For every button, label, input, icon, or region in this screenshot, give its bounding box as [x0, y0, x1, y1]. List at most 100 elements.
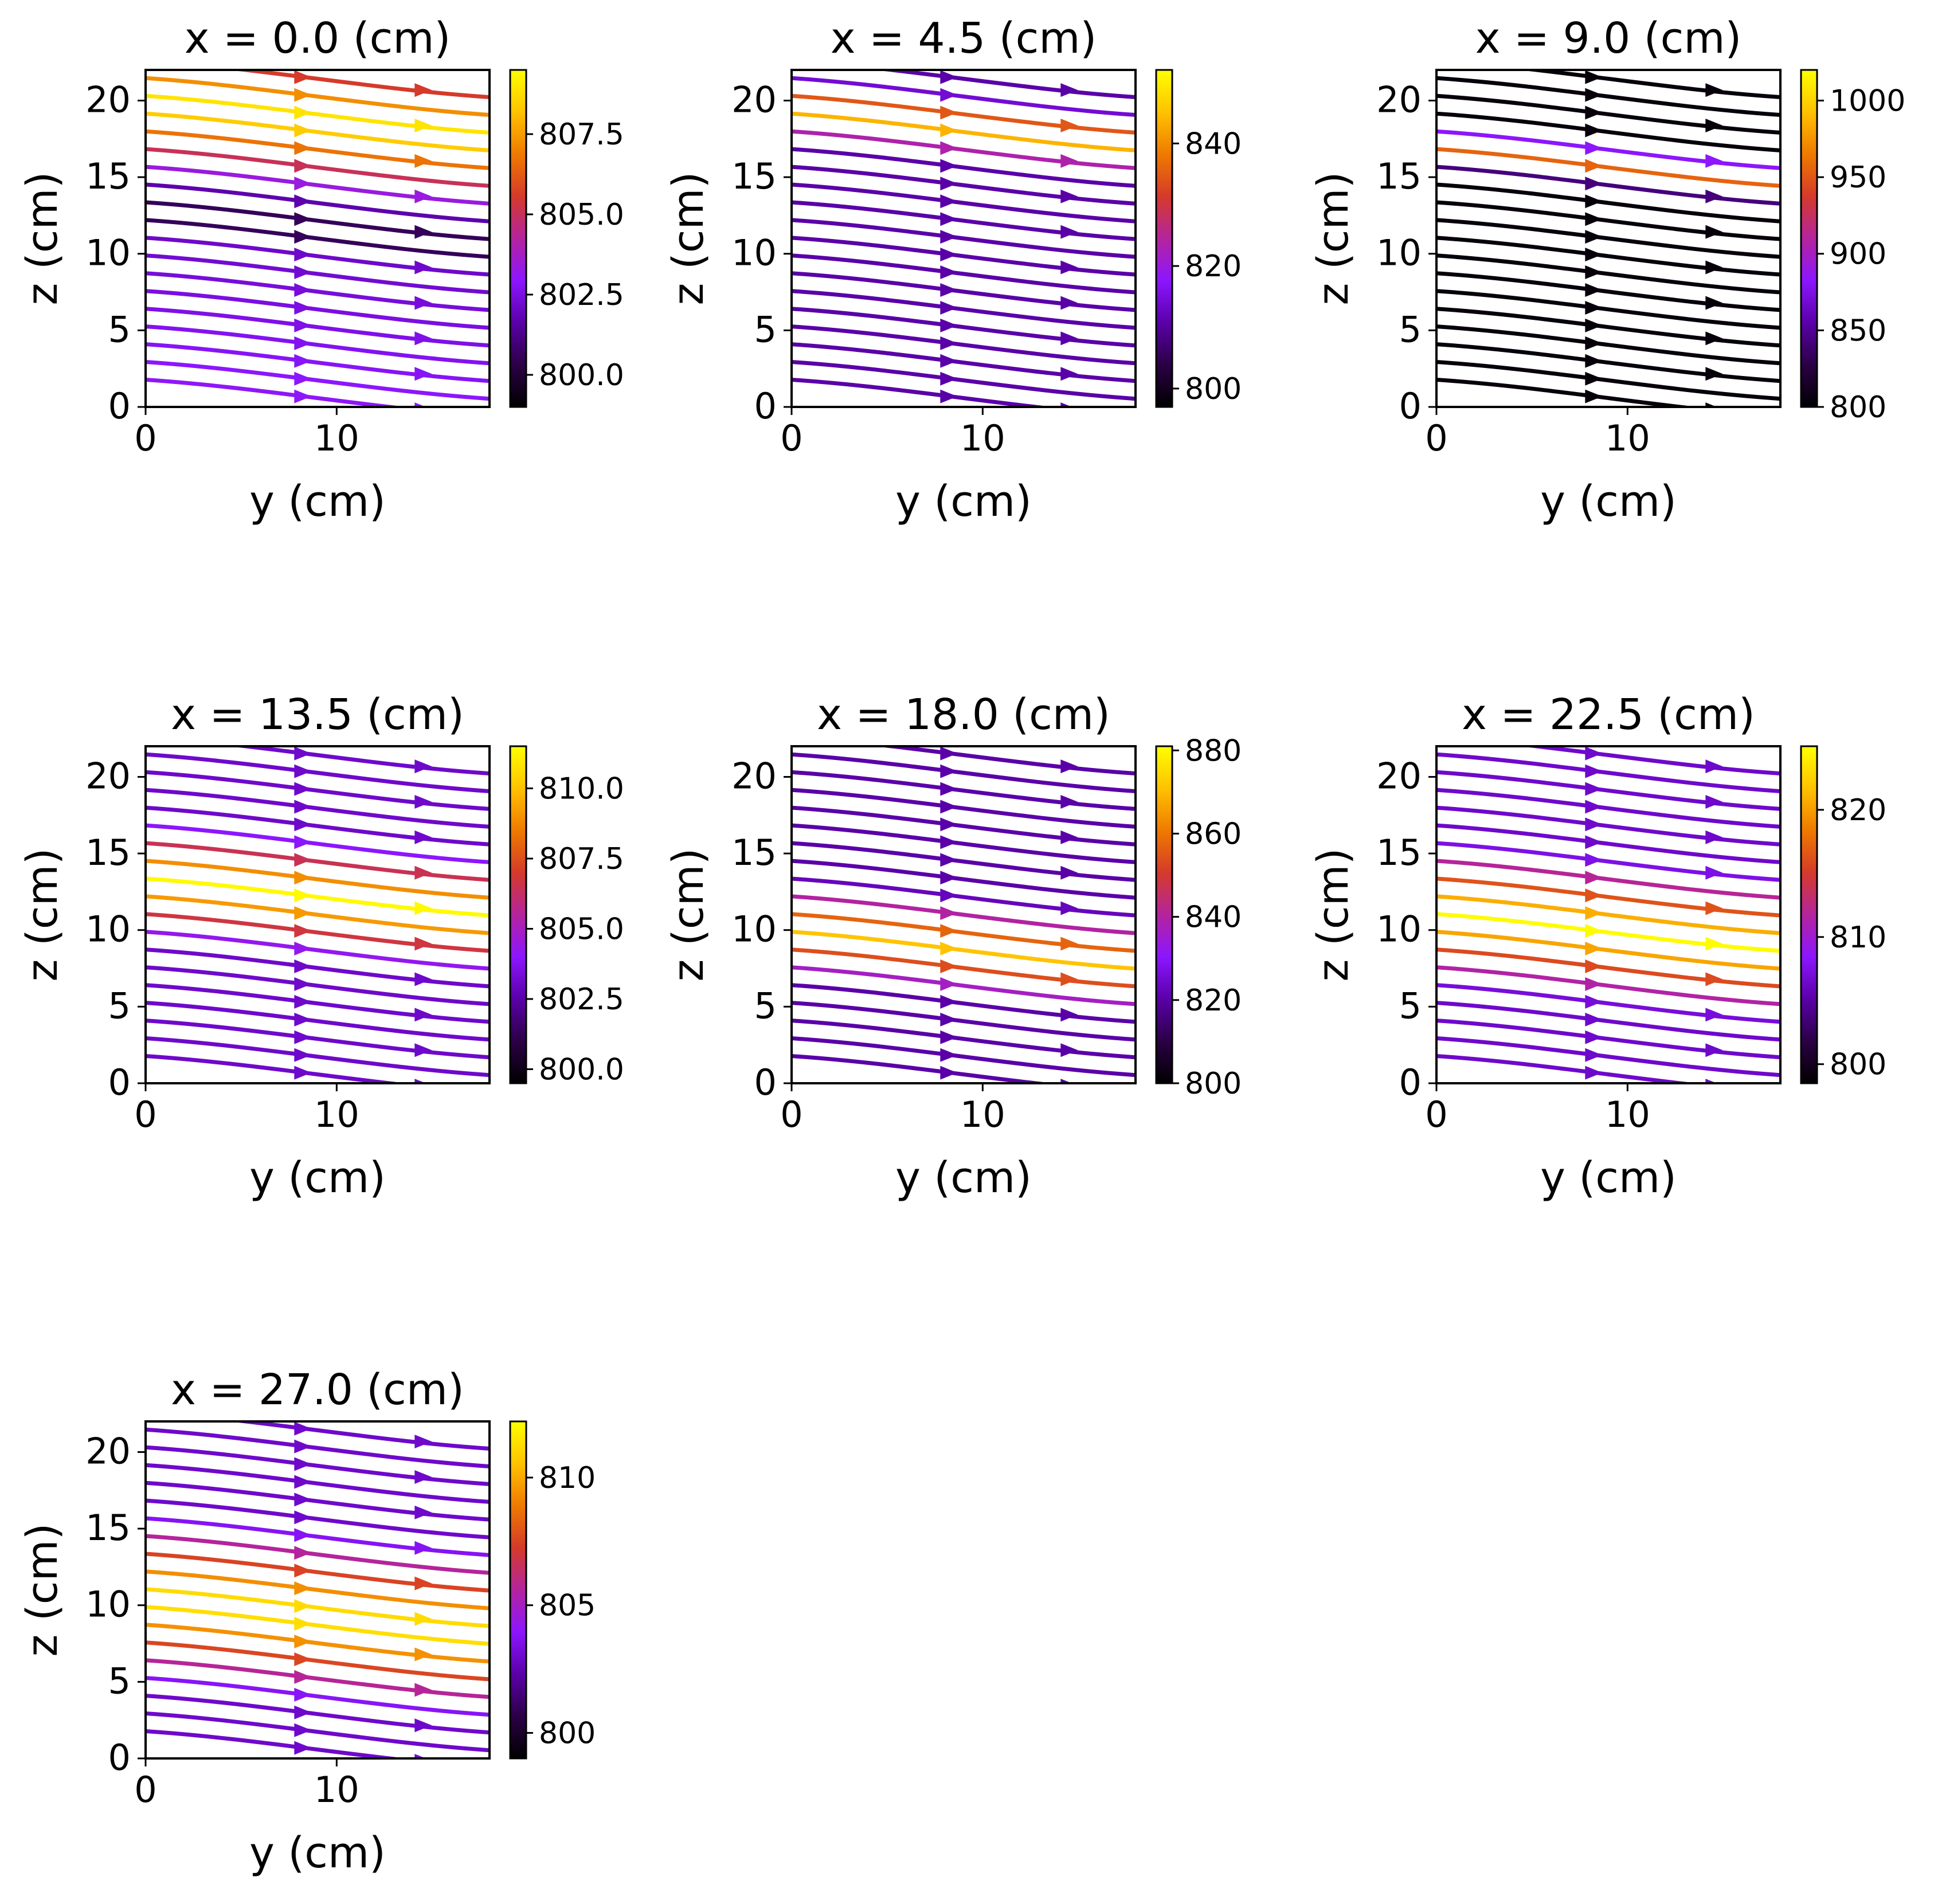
y-tick-label: 15 [85, 1507, 131, 1549]
streamline-arrow [1705, 225, 1723, 239]
colorbar-tick-label: 805.0 [539, 912, 624, 947]
y-tick-label: 5 [108, 308, 131, 350]
streamline [146, 1498, 490, 1539]
colorbar-tick-label: 860 [1185, 817, 1242, 851]
streamline-arrow [1060, 225, 1078, 239]
streamline [1436, 983, 1780, 1024]
streamline-arrow [1585, 212, 1603, 226]
y-axis-label: z (cm) [664, 848, 713, 982]
streamline [1436, 200, 1780, 241]
streamline-arrow [1585, 141, 1603, 155]
y-tick-label: 5 [754, 308, 777, 350]
streamline-arrow [1585, 746, 1603, 761]
streamline [1436, 841, 1780, 882]
streamline [1436, 164, 1780, 206]
streamline-arrow [1060, 367, 1078, 381]
streamline-arrow [294, 817, 312, 832]
streamline-arrow [1060, 189, 1078, 203]
x-tick-label: 0 [134, 417, 156, 459]
streamline-arrow [1060, 83, 1078, 97]
streamline [1436, 218, 1780, 259]
colorbar-tick-label: 850 [1830, 314, 1886, 348]
streamline-arrow [1060, 331, 1078, 346]
streamline-arrow [414, 1505, 432, 1519]
streamline-arrow [940, 906, 958, 920]
streamline-arrow [1585, 888, 1603, 903]
streamline-arrow [1705, 367, 1723, 381]
streamline-arrow [1585, 942, 1603, 956]
streamline [146, 859, 490, 900]
streamline [1436, 253, 1780, 295]
streamline [792, 147, 1136, 188]
streamline [792, 236, 1136, 277]
streamline [146, 378, 408, 407]
streamline [146, 1658, 490, 1699]
streamline [792, 129, 1136, 170]
streamline [792, 342, 1136, 383]
streamline [1436, 823, 1780, 864]
streamline-arrow [414, 402, 426, 407]
streamline-arrow [414, 794, 432, 809]
streamline-arrow [1585, 924, 1603, 938]
streamlines [792, 70, 1136, 407]
streamline [792, 1036, 1136, 1078]
streamline-arrow [414, 1435, 432, 1449]
streamline-arrow [940, 1030, 958, 1044]
streamline [792, 770, 1136, 811]
streamline [146, 307, 490, 348]
streamline [792, 823, 1136, 864]
panel-title: x = 0.0 (cm) [185, 14, 451, 63]
streamline [792, 111, 1136, 152]
colorbar-tick-label: 840 [1185, 127, 1242, 161]
panel-title: x = 4.5 (cm) [831, 14, 1097, 63]
x-axis-label: y (cm) [249, 1828, 386, 1878]
colorbar-tick-label: 805 [539, 1589, 596, 1623]
colorbar: 800.0 802.5 805.0 807.5 [509, 69, 624, 408]
streamline-arrow [294, 141, 312, 155]
colorbar-tick-label: 900 [1830, 237, 1886, 272]
streamline [146, 182, 490, 224]
streamline [1436, 324, 1780, 366]
streamline [792, 378, 1054, 407]
x-tick-label: 10 [314, 1769, 359, 1811]
streamline [146, 823, 490, 864]
streamline [146, 1587, 490, 1628]
streamline-arrow [294, 906, 312, 920]
streamline-arrow [940, 764, 958, 778]
y-tick-label: 10 [1376, 908, 1422, 950]
panel-title: x = 13.5 (cm) [171, 690, 464, 739]
panel-title: x = 9.0 (cm) [1475, 14, 1742, 63]
y-tick-label: 0 [1399, 1061, 1422, 1103]
streamlines [146, 1421, 490, 1758]
streamline-arrow [414, 1079, 426, 1083]
x-tick-label: 10 [960, 1094, 1005, 1135]
streamline-arrow [294, 1012, 312, 1027]
streamline-arrow [940, 212, 958, 226]
panel-0: 0 10 0 5 10 15 20 x = 0.0 (cm) y (cm) z (cm) 800.0… [18, 14, 624, 526]
colorbar-tick-label: 807.5 [539, 842, 624, 876]
y-tick-label: 5 [754, 985, 777, 1027]
streamline-arrow [1585, 1048, 1603, 1062]
streamline-arrow [940, 300, 958, 315]
streamline-arrow [1585, 1065, 1603, 1080]
axes-frame [144, 1420, 491, 1760]
streamline-arrow [294, 1634, 312, 1648]
y-tick-label: 15 [731, 832, 777, 873]
streamline [792, 752, 1136, 793]
streamline-arrow [1705, 830, 1723, 844]
streamline-arrow [1585, 1012, 1603, 1027]
streamline [1436, 930, 1780, 971]
streamline-arrow [1585, 800, 1603, 814]
streamline [146, 1534, 490, 1575]
streamline-arrow [294, 835, 312, 849]
streamline-arrow [940, 782, 958, 796]
y-tick-label: 0 [1399, 385, 1422, 427]
streamline [146, 200, 490, 241]
streamline-arrow [1705, 154, 1723, 168]
streamline [146, 1001, 490, 1042]
colorbar-tick-label: 800 [539, 1716, 596, 1750]
y-tick-label: 5 [108, 1660, 131, 1702]
streamline [146, 1711, 490, 1753]
